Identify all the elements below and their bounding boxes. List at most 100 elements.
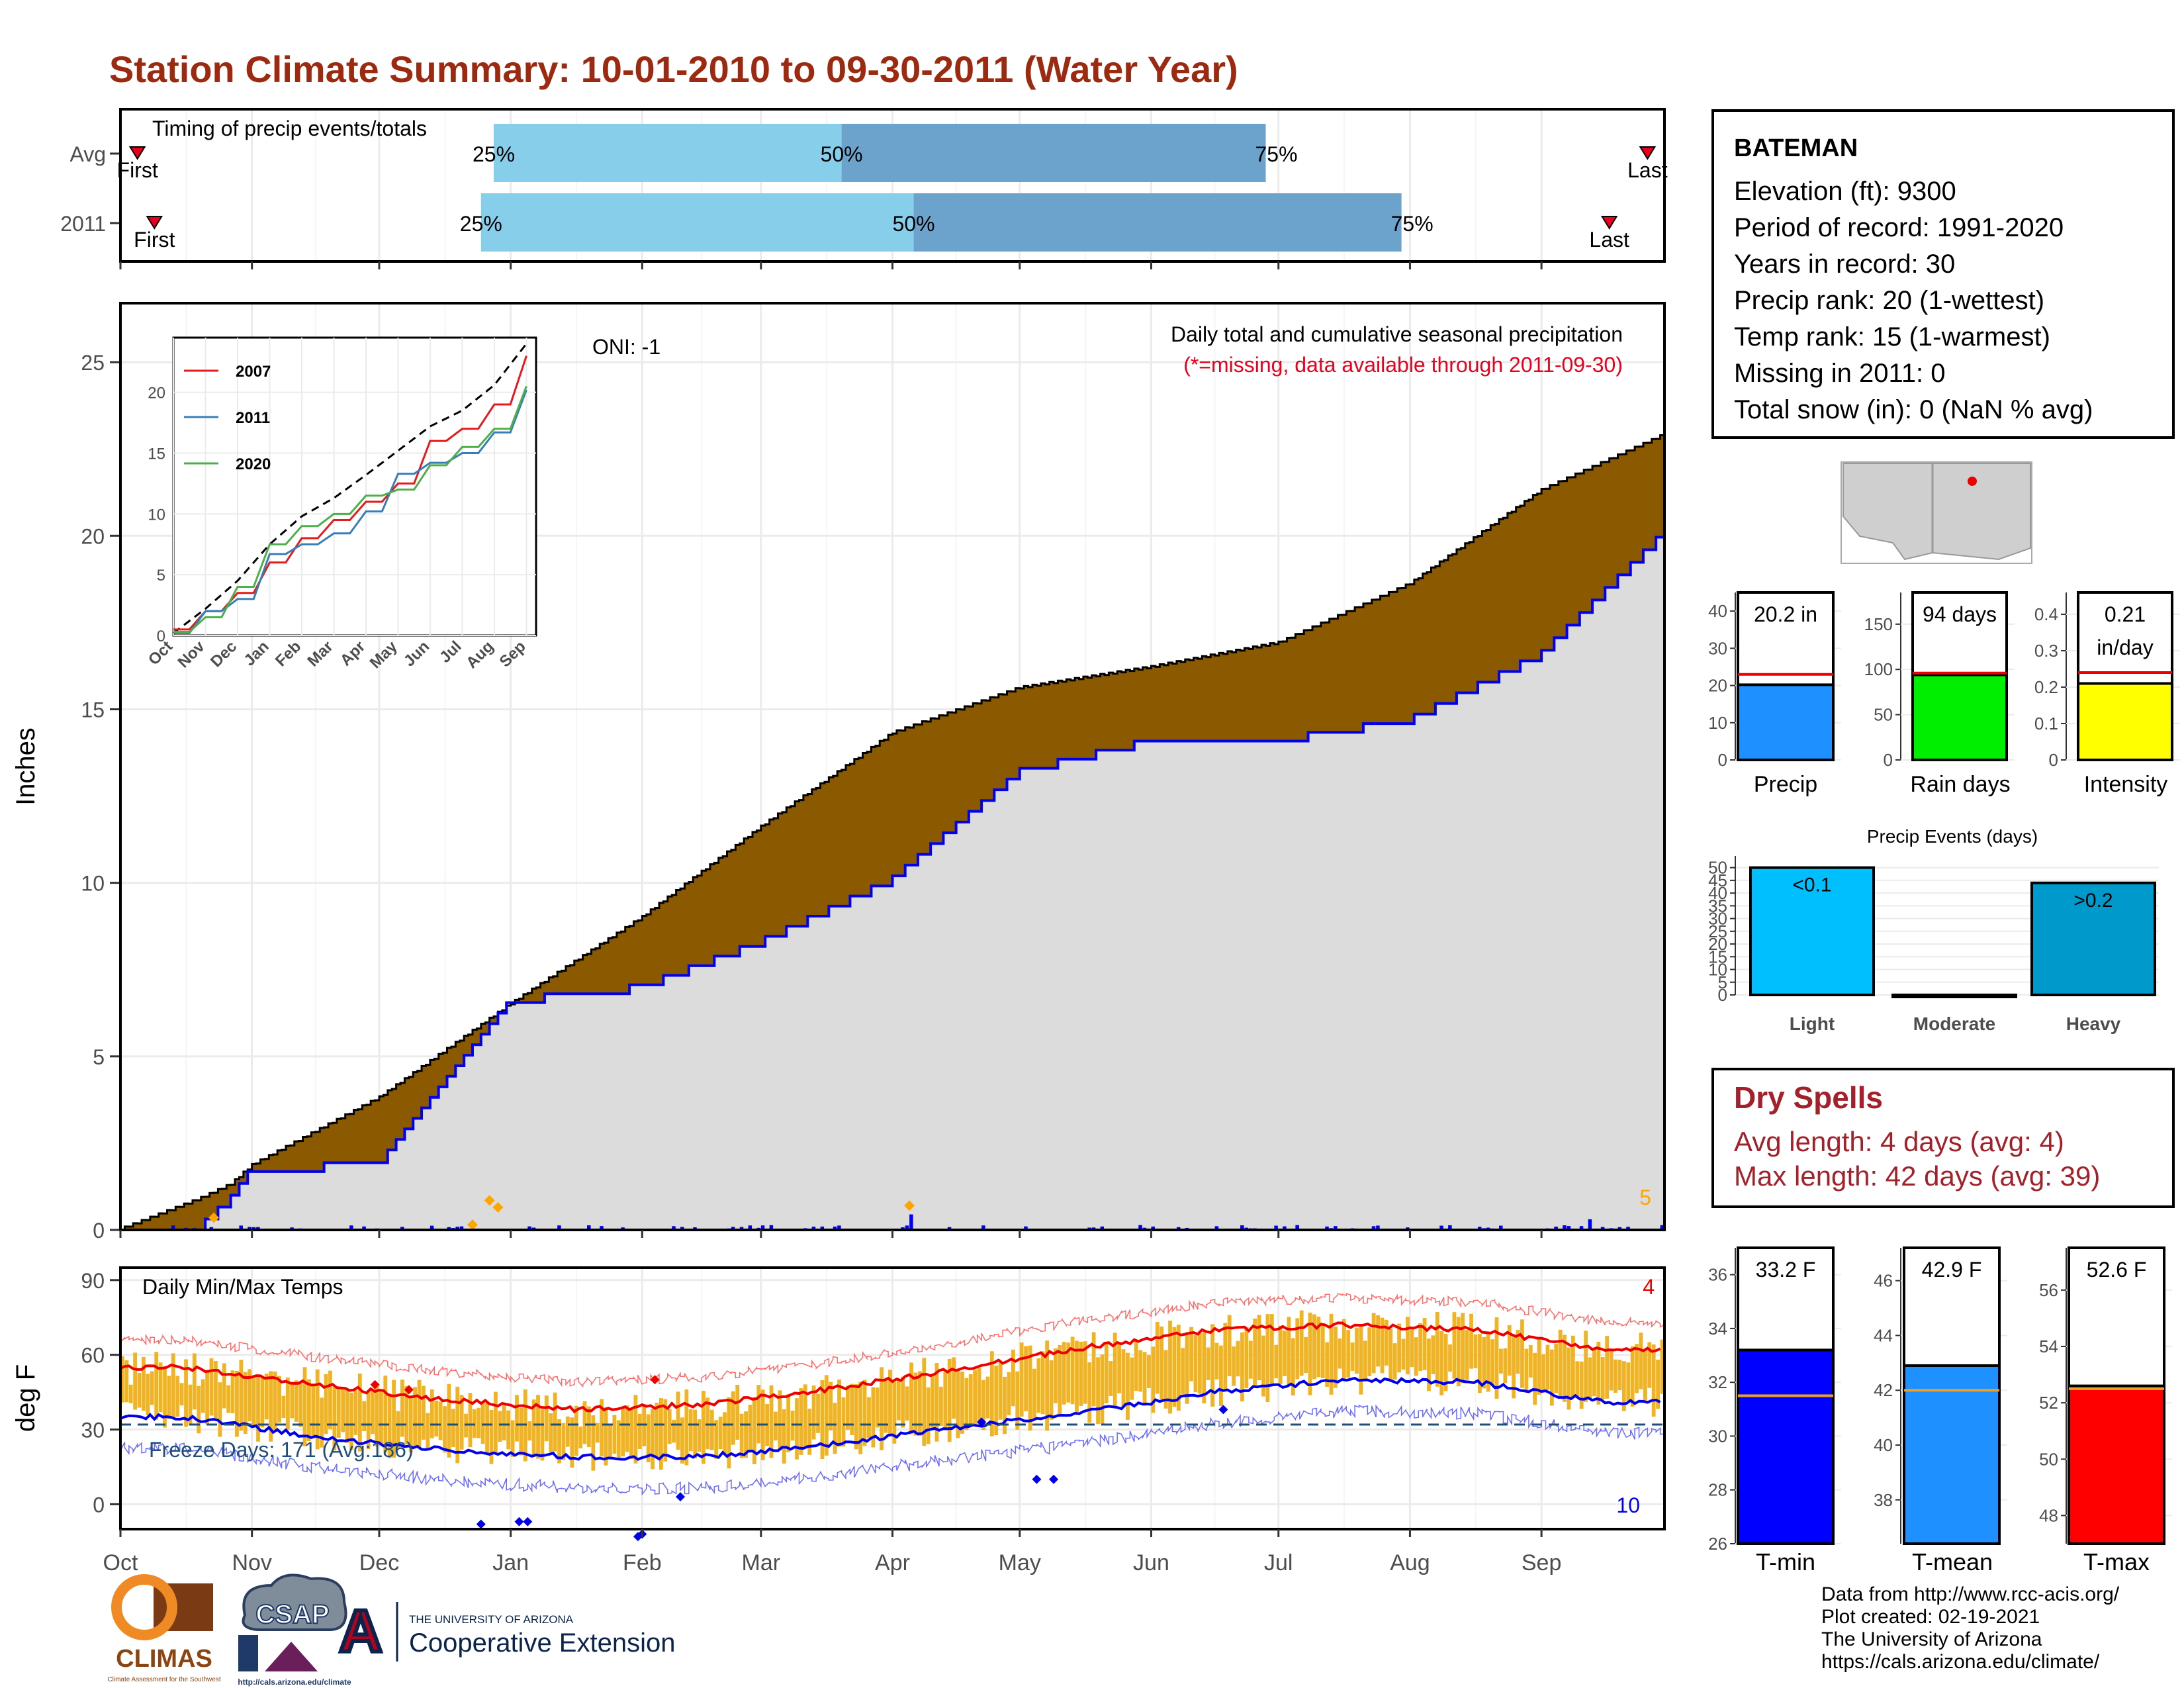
daily-temp-range-bar	[676, 1391, 680, 1450]
daily-precip-bar	[1626, 1227, 1630, 1230]
daily-temp-range-bar	[443, 1406, 447, 1453]
daily-temp-range-bar	[230, 1370, 235, 1413]
daily-temp-range-bar	[574, 1405, 578, 1456]
summary-y-tick: 100	[1864, 659, 1893, 679]
daily-temp-range-bar	[693, 1409, 698, 1459]
avg-min-line	[120, 1376, 1661, 1461]
daily-temp-range-bar	[1584, 1331, 1588, 1402]
missing-marker	[904, 1200, 915, 1211]
daily-temp-range-bar	[595, 1423, 600, 1443]
summary-value-line: 20.2 in	[1754, 602, 1817, 626]
freeze-days-label: Freeze Days: 171 (Avg:186)	[149, 1438, 414, 1462]
daily-temp-range-bar	[1066, 1342, 1071, 1403]
daily-temp-range-bar	[587, 1406, 591, 1448]
station-name: BATEMAN	[1734, 134, 1858, 162]
temp-bar-value: 52.6 F	[2087, 1258, 2147, 1282]
daily-temp-range-bar	[1469, 1313, 1473, 1369]
daily-temp-range-bar	[1181, 1348, 1185, 1395]
daily-temp-range-bar	[1359, 1325, 1363, 1395]
daily-temp-range-bar	[281, 1395, 286, 1419]
daily-temp-range-bar	[1380, 1317, 1385, 1374]
daily-temp-range-bar	[1155, 1322, 1160, 1394]
daily-temp-range-bar	[1299, 1310, 1304, 1376]
daily-temp-range-bar	[1482, 1336, 1486, 1389]
record-high-marker	[370, 1380, 380, 1389]
month-tick-label: Sep	[1522, 1550, 1562, 1575]
precip-y-axis-label: Inches	[11, 727, 40, 806]
daily-temp-range-bar	[1062, 1342, 1066, 1405]
daily-temp-range-bar	[833, 1403, 837, 1454]
daily-temp-range-bar	[1439, 1331, 1444, 1395]
daily-temp-range-bar	[659, 1398, 663, 1470]
y-tick-label: 20	[81, 524, 105, 548]
summary-y-tick: 30	[1708, 638, 1727, 658]
timing-panel: Timing of precip events/totals Avg 25% 50% 7…	[60, 108, 1668, 269]
daily-temp-range-bar	[985, 1376, 990, 1419]
inset-legend-label: 2007	[236, 363, 271, 381]
daily-temp-range-bar	[371, 1390, 375, 1434]
daily-temp-range-bar	[214, 1360, 218, 1420]
daily-temp-range-bar	[1435, 1311, 1439, 1387]
daily-temp-range-bar	[1605, 1336, 1610, 1399]
daily-temp-range-bar	[1452, 1312, 1457, 1379]
daily-temp-range-bar	[1223, 1323, 1228, 1391]
daily-temp-range-bar	[1334, 1327, 1338, 1388]
daily-temp-range-bar	[1142, 1352, 1147, 1406]
avg-max-line	[120, 1321, 1661, 1414]
daily-temp-range-bar	[294, 1380, 298, 1422]
missing-marker	[492, 1201, 504, 1213]
daily-temp-range-bar	[1592, 1347, 1596, 1397]
daily-temp-range-bar	[1656, 1360, 1660, 1409]
timing-bar-25-50	[494, 124, 842, 182]
events-bar-label: <0.1	[1792, 874, 1831, 896]
record-high-marker	[650, 1375, 660, 1385]
daily-temp-range-bar	[1219, 1345, 1223, 1406]
y-tick-label: 15	[81, 698, 105, 722]
summary-value-label: 20.2 in	[1754, 602, 1817, 626]
daily-temp-range-bar	[1172, 1327, 1177, 1407]
daily-temp-range-bar	[218, 1382, 222, 1437]
summary-y-tick: 50	[1874, 705, 1893, 725]
daily-temp-range-bar	[1151, 1346, 1156, 1413]
daily-temp-range-bar	[239, 1360, 244, 1431]
daily-temp-range-bar	[464, 1413, 468, 1438]
credit-line: Data from http://www.rcc-acis.org/	[1821, 1583, 2120, 1605]
daily-temp-range-bar	[625, 1405, 629, 1452]
daily-temp-range-bar	[1392, 1343, 1397, 1380]
daily-temp-range-bar	[1045, 1340, 1050, 1431]
daily-temp-range-bar	[158, 1362, 163, 1413]
daily-temp-range-bar	[1278, 1325, 1283, 1385]
daily-temp-range-bar	[824, 1375, 829, 1456]
daily-precip-bar	[837, 1225, 841, 1230]
daily-temp-range-bar	[1028, 1345, 1032, 1431]
daily-temp-range-bar	[774, 1411, 778, 1440]
precip-panel-subtitle: (*=missing, data available through 2011-…	[1183, 353, 1623, 377]
daily-precip-bar	[1024, 1226, 1028, 1230]
daily-temp-range-bar	[1265, 1314, 1270, 1403]
summary-bar-label: Precip	[1754, 772, 1817, 797]
daily-precip-bar	[209, 1227, 214, 1230]
missing-marker	[484, 1195, 495, 1206]
daily-temp-range-bar	[197, 1385, 201, 1434]
daily-temp-range-bar	[1227, 1315, 1232, 1377]
daily-temp-range-bar	[604, 1407, 608, 1466]
daily-temp-range-bar	[1109, 1361, 1113, 1396]
temp-bar-y-tick: 30	[1708, 1426, 1727, 1446]
daily-temp-range-bar	[485, 1403, 490, 1454]
daily-temp-range-bar	[285, 1377, 290, 1430]
credits: Data from http://www.rcc-acis.org/ Plot …	[1821, 1583, 2119, 1673]
y-tick-label: 60	[81, 1344, 105, 1368]
daily-temp-range-bar	[1443, 1333, 1448, 1391]
daily-temp-range-bar	[1609, 1348, 1614, 1391]
daily-temp-range-bar	[1236, 1340, 1240, 1377]
daily-temp-range-bar	[884, 1380, 888, 1433]
daily-temp-range-bar	[1384, 1319, 1388, 1366]
temp-bar-y-tick: 40	[1874, 1435, 1893, 1455]
daily-temp-range-bar	[1015, 1371, 1020, 1430]
daily-temp-range-bar	[269, 1371, 273, 1442]
daily-temp-range-bar	[655, 1402, 659, 1458]
daily-temp-range-bar	[697, 1419, 702, 1452]
daily-temp-range-bar	[1401, 1338, 1406, 1370]
month-tick-label: Jun	[1133, 1550, 1169, 1575]
